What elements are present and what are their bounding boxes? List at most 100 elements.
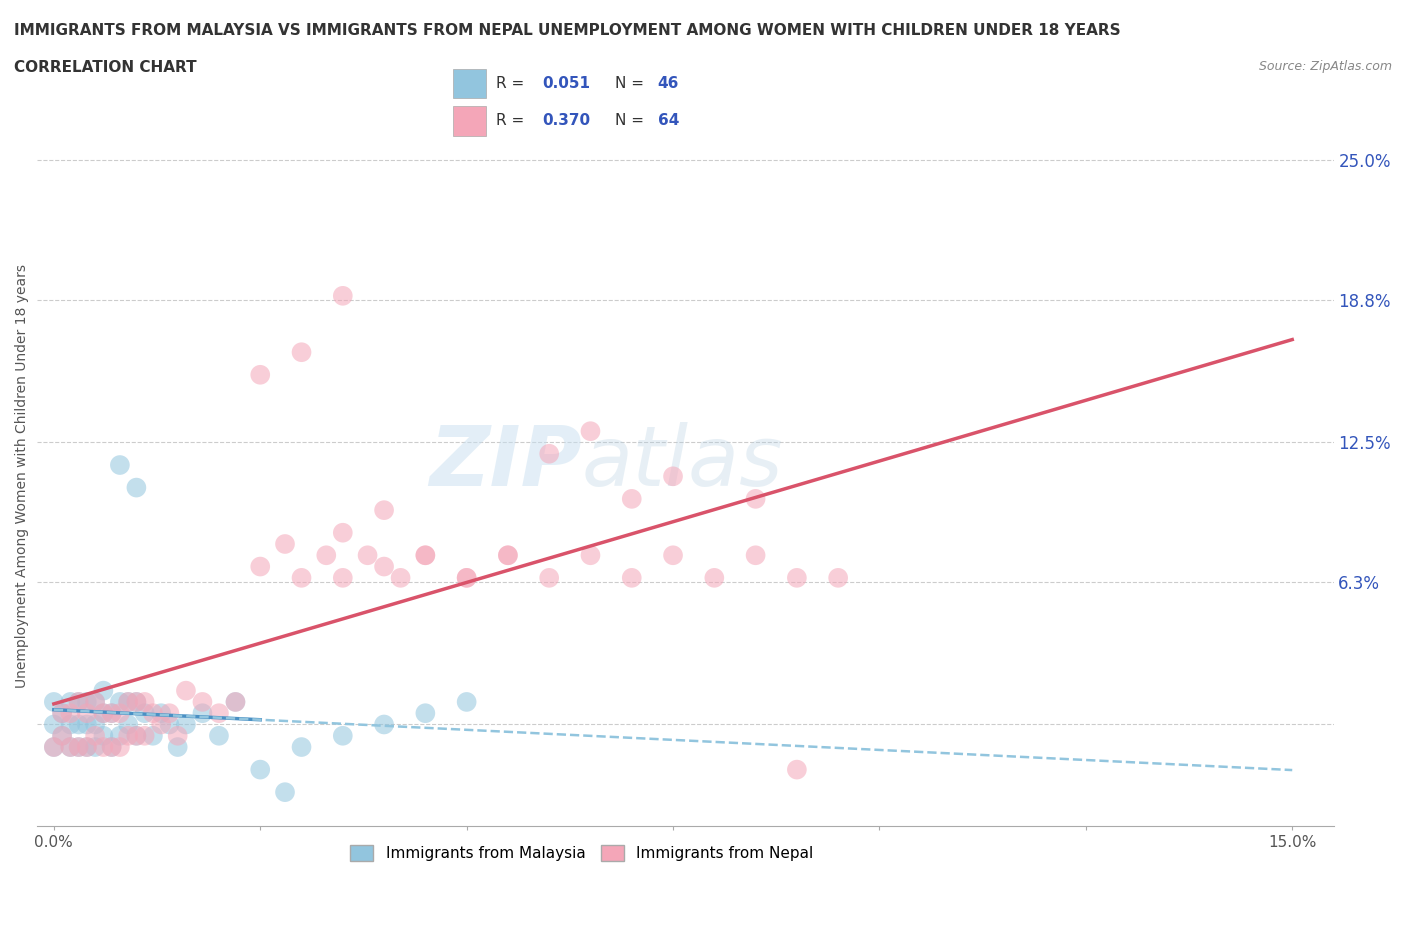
Point — [744, 548, 766, 563]
Point — [208, 728, 231, 743]
Point — [100, 706, 122, 721]
Point — [42, 717, 65, 732]
Point — [456, 570, 478, 585]
Text: R =: R = — [496, 113, 529, 128]
Point — [76, 706, 98, 721]
Point — [51, 706, 73, 721]
Point — [332, 728, 354, 743]
Point — [76, 717, 98, 732]
Point — [415, 706, 437, 721]
Point — [150, 706, 173, 721]
Point — [373, 559, 395, 574]
Point — [249, 367, 271, 382]
Point — [134, 695, 156, 710]
Point — [290, 570, 312, 585]
Point — [93, 706, 115, 721]
Point — [84, 717, 107, 732]
Point — [125, 695, 148, 710]
Text: 0.370: 0.370 — [543, 113, 591, 128]
Text: R =: R = — [496, 75, 529, 90]
Point — [59, 717, 82, 732]
Point — [42, 739, 65, 754]
Point — [51, 706, 73, 721]
Point — [59, 706, 82, 721]
Point — [332, 288, 354, 303]
Point — [332, 525, 354, 540]
Point — [208, 706, 231, 721]
Point — [100, 739, 122, 754]
Point — [125, 728, 148, 743]
Point — [93, 706, 115, 721]
Point — [84, 728, 107, 743]
Point — [290, 345, 312, 360]
Point — [84, 695, 107, 710]
Text: Source: ZipAtlas.com: Source: ZipAtlas.com — [1258, 60, 1392, 73]
Point — [415, 548, 437, 563]
Point — [67, 739, 90, 754]
Point — [51, 728, 73, 743]
Point — [456, 570, 478, 585]
Text: 64: 64 — [658, 113, 679, 128]
Point — [76, 739, 98, 754]
Point — [67, 695, 90, 710]
Point — [191, 695, 214, 710]
Point — [59, 739, 82, 754]
Legend: Immigrants from Malaysia, Immigrants from Nepal: Immigrants from Malaysia, Immigrants fro… — [344, 839, 820, 868]
Point — [274, 785, 297, 800]
Point — [274, 537, 297, 551]
Point — [125, 480, 148, 495]
Bar — [453, 107, 486, 136]
Text: N =: N = — [614, 75, 648, 90]
Point — [142, 706, 165, 721]
Point — [117, 728, 139, 743]
Point — [42, 739, 65, 754]
Point — [332, 570, 354, 585]
Point — [166, 739, 188, 754]
Point — [93, 739, 115, 754]
Point — [117, 695, 139, 710]
Y-axis label: Unemployment Among Women with Children Under 18 years: Unemployment Among Women with Children U… — [15, 264, 30, 688]
Point — [93, 728, 115, 743]
Point — [538, 570, 561, 585]
Point — [538, 446, 561, 461]
Point — [76, 739, 98, 754]
Point — [108, 695, 131, 710]
Point — [496, 548, 519, 563]
Point — [579, 424, 602, 439]
Point — [134, 706, 156, 721]
Point — [108, 739, 131, 754]
Point — [84, 739, 107, 754]
Point — [620, 570, 643, 585]
Point — [496, 548, 519, 563]
Point — [84, 695, 107, 710]
Point — [662, 548, 685, 563]
Point — [174, 684, 197, 698]
Point — [150, 717, 173, 732]
Point — [117, 695, 139, 710]
Point — [51, 728, 73, 743]
Point — [290, 739, 312, 754]
Point — [786, 570, 808, 585]
Point — [224, 695, 246, 710]
Point — [159, 706, 181, 721]
Point — [100, 739, 122, 754]
Point — [166, 728, 188, 743]
Point — [67, 739, 90, 754]
Point — [100, 706, 122, 721]
Text: IMMIGRANTS FROM MALAYSIA VS IMMIGRANTS FROM NEPAL UNEMPLOYMENT AMONG WOMEN WITH : IMMIGRANTS FROM MALAYSIA VS IMMIGRANTS F… — [14, 23, 1121, 38]
Point — [703, 570, 725, 585]
Point — [191, 706, 214, 721]
Point — [224, 695, 246, 710]
Point — [744, 491, 766, 506]
Point — [67, 717, 90, 732]
Point — [786, 763, 808, 777]
Point — [93, 684, 115, 698]
Point — [125, 728, 148, 743]
Point — [108, 458, 131, 472]
Point — [76, 695, 98, 710]
Point — [67, 695, 90, 710]
Point — [59, 695, 82, 710]
Point — [59, 739, 82, 754]
Point — [415, 548, 437, 563]
Point — [249, 559, 271, 574]
